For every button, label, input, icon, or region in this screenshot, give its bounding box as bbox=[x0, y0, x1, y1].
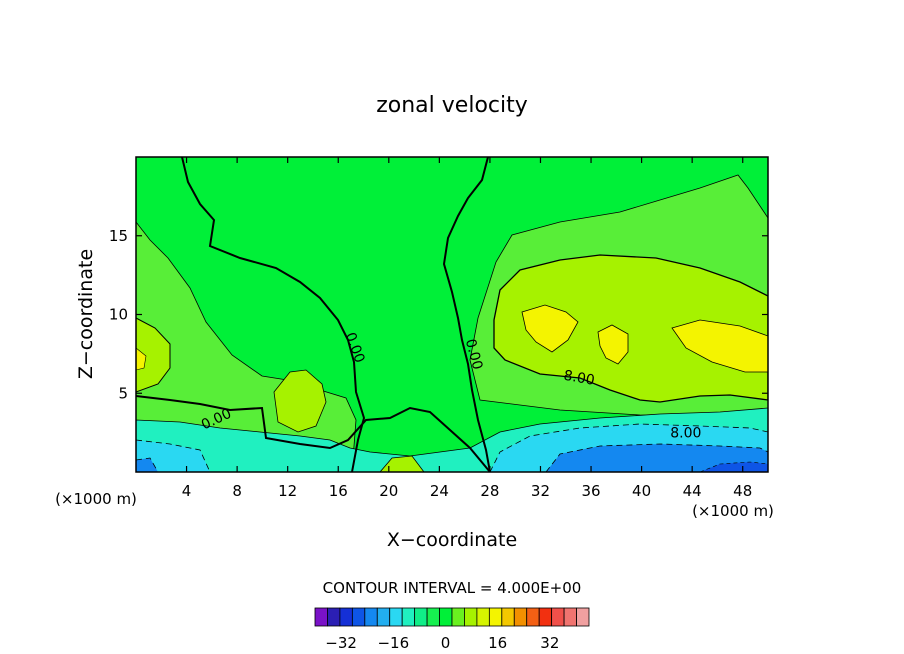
colorbar bbox=[314, 607, 590, 627]
right-yellow-green-region bbox=[493, 254, 768, 403]
colorbar-swatch bbox=[314, 607, 328, 627]
contour-field bbox=[136, 157, 768, 472]
colorbar-swatch bbox=[439, 607, 453, 627]
chart-title: zonal velocity bbox=[376, 93, 528, 118]
colorbar-swatch bbox=[488, 607, 503, 627]
colorbar-tick-label: −16 bbox=[377, 634, 409, 652]
colorbar-swatch bbox=[476, 607, 490, 627]
left-edge-yellow bbox=[136, 347, 147, 371]
x-unit-left: (×1000 m) bbox=[55, 490, 137, 508]
colorbar-swatch bbox=[327, 607, 341, 627]
colorbar-swatch bbox=[426, 607, 440, 627]
left-edge-yellow-green bbox=[136, 317, 171, 393]
x-tick-label: 28 bbox=[480, 482, 499, 500]
y-axis-label: Z−coordinate bbox=[75, 249, 97, 379]
bottom-center-positive bbox=[379, 455, 425, 472]
yellow-patch-3 bbox=[671, 319, 768, 373]
colorbar-swatch bbox=[376, 607, 391, 627]
zero-contour-bottom bbox=[136, 395, 491, 472]
colorbar-tick-labels: −32 −16 0 16 32 bbox=[325, 634, 559, 652]
y-tick-label: 5 bbox=[118, 384, 128, 402]
colorbar-swatch bbox=[451, 607, 465, 627]
x-tick-label: 48 bbox=[733, 482, 752, 500]
x-tick-label: 40 bbox=[632, 482, 651, 500]
colorbar-swatch bbox=[526, 607, 540, 627]
x-tick-label: 44 bbox=[683, 482, 702, 500]
colorbar-swatch bbox=[339, 607, 353, 627]
colorbar-swatch bbox=[551, 607, 565, 627]
colorbar-swatch bbox=[538, 607, 553, 627]
x-axis-label: X−coordinate bbox=[387, 529, 517, 551]
yellow-patch-2 bbox=[597, 324, 629, 365]
colorbar-tick-label: −32 bbox=[325, 634, 357, 652]
x-tick-label: 32 bbox=[531, 482, 550, 500]
colorbar-swatch bbox=[389, 607, 403, 627]
x-tick-label: 12 bbox=[278, 482, 297, 500]
colorbar-swatch bbox=[401, 607, 416, 627]
x-tick-label: 16 bbox=[329, 482, 348, 500]
colorbar-swatch bbox=[364, 607, 378, 627]
colorbar-swatch bbox=[513, 607, 528, 627]
zero-contour-left bbox=[181, 157, 366, 472]
y-axis-ticks: 5 10 15 bbox=[109, 227, 768, 402]
bottom-blue-region bbox=[136, 443, 768, 472]
contour-value-label: 8.00 bbox=[670, 425, 701, 441]
colorbar-swatch bbox=[576, 607, 590, 627]
contour-value-label: 8.00 bbox=[562, 368, 595, 389]
colorbar-swatch bbox=[351, 607, 366, 627]
y-tick-label: 10 bbox=[109, 306, 128, 324]
yellow-patch-1 bbox=[521, 304, 579, 353]
colorbar-tick-label: 16 bbox=[488, 634, 507, 652]
x-tick-label: 20 bbox=[379, 482, 398, 500]
y-tick-label: 15 bbox=[109, 227, 128, 245]
central-yellow-green-blob bbox=[273, 369, 327, 433]
colorbar-swatch bbox=[464, 607, 478, 627]
zero-contour-right bbox=[442, 157, 491, 472]
colorbar-swatch bbox=[563, 607, 577, 627]
colorbar-tick-label: 0 bbox=[441, 634, 451, 652]
colorbar-swatch bbox=[501, 607, 515, 627]
x-tick-label: 36 bbox=[581, 482, 600, 500]
contour-interval-label: CONTOUR INTERVAL = 4.000E+00 bbox=[323, 579, 582, 597]
colorbar-tick-label: 32 bbox=[540, 634, 559, 652]
x-tick-label: 24 bbox=[430, 482, 449, 500]
colorbar-swatch bbox=[414, 607, 428, 627]
bottom-deep-blue-region bbox=[699, 461, 768, 472]
x-axis-ticks: 4 8 12 16 20 24 28 32 36 40 44 48 bbox=[182, 157, 752, 500]
x-tick-label: 8 bbox=[232, 482, 242, 500]
x-tick-label: 4 bbox=[182, 482, 192, 500]
x-unit-right: (×1000 m) bbox=[692, 502, 774, 520]
contour-value-label: 0.00 bbox=[462, 337, 486, 371]
